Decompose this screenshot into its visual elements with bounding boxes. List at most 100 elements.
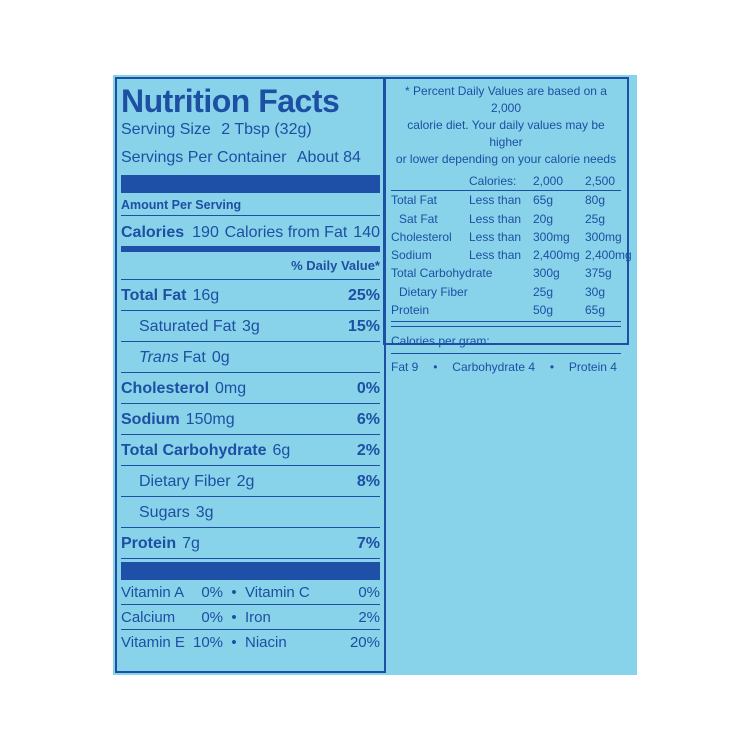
bullet: • <box>231 634 237 651</box>
thick-bar <box>121 562 380 580</box>
calories-label: Calories <box>121 224 185 241</box>
nutrient-name: Sugars <box>139 504 190 521</box>
vitamins: Vitamin A 0% • Vitamin C 0% Calcium 0% • Iron 2% V… <box>121 580 380 654</box>
nutrient-amount: 3g <box>241 318 260 335</box>
nutrient-name: Sodium <box>121 411 180 428</box>
per-gram-item: Protein 4 <box>568 360 617 375</box>
nutrient-dv: 2% <box>356 442 380 459</box>
nutrient-row: Saturated Fat 3g 15% <box>121 311 380 342</box>
nutrient: Total Carbohydrate 6g <box>121 435 290 465</box>
serving-label: Servings Per Container <box>121 149 287 166</box>
dv-row: Total Fat Less than 65g 80g <box>391 191 621 209</box>
dv-row: Total Carbohydrate 300g 375g <box>391 264 621 282</box>
spacer <box>469 283 533 301</box>
vitamin-name: Vitamin A <box>121 584 185 601</box>
nutrient-row: Sodium 150mg 6% <box>121 404 380 435</box>
bullet: • <box>433 360 438 375</box>
dv-row: Protein 50g 65g <box>391 301 621 319</box>
nutrient-row: Total Fat 16g 25% <box>121 280 380 311</box>
spacer <box>391 172 469 190</box>
nutrient-row: Dietary Fiber 2g 8% <box>121 466 380 497</box>
dv-row-c2: 375g <box>585 266 612 281</box>
dv-table-header: Calories: 2,000 2,500 <box>391 172 621 192</box>
vitamin-row: Vitamin E 10% • Niacin 20% <box>121 630 380 654</box>
vitamin-row: Calcium 0% • Iron 2% <box>121 605 380 630</box>
nutrient-name: Protein <box>121 535 177 552</box>
nutrient-amount: 0mg <box>215 380 247 397</box>
header-c2: 2,500 <box>585 174 616 188</box>
dv-row-c2: 30g <box>585 284 606 299</box>
footnote-line: or lower depending on your calorie needs <box>395 152 617 166</box>
medium-bar <box>121 246 380 252</box>
nutrient-row: Trans Fat 0g <box>121 342 380 373</box>
vitamin-dv: 10% <box>193 634 224 651</box>
nutrient-amount: 3g <box>195 504 214 521</box>
calories-fat: Calories from Fat 140 <box>225 220 380 246</box>
dv-row: Cholesterol Less than 300mg 300mg <box>391 228 622 246</box>
per-gram-item: Fat 9 <box>391 360 419 375</box>
daily-values-note: * Percent Daily Values are based on a 2,… <box>383 77 632 374</box>
dv-row-c2: 80g <box>585 193 606 208</box>
header-c1: 2,000 <box>533 174 564 188</box>
dv-row-name: Cholesterol <box>391 229 452 244</box>
serving-line: Servings Per Container About 84 <box>121 147 380 169</box>
calories-fat-label: Calories from Fat <box>224 224 348 241</box>
vitamin-dv: 0% <box>201 584 223 601</box>
nutrient-italic: Trans <box>139 349 179 366</box>
nutrient: Saturated Fat 3g <box>139 311 260 341</box>
nutrient-dv: 0% <box>356 380 380 397</box>
nutrient-amount: 7g <box>182 535 200 552</box>
thick-bar <box>121 175 380 193</box>
vitamin-dv: 0% <box>358 584 380 601</box>
bullet: • <box>549 360 555 375</box>
nutrient-name: Total Fat <box>121 287 187 304</box>
dv-row-c1: 300g <box>533 266 560 281</box>
nutrition-facts: Nutrition Facts Serving Size 2 Tbsp (32g)… <box>115 77 386 673</box>
vitamin-name: Vitamin C <box>245 584 310 601</box>
dv-row-qualifier: Less than <box>469 211 522 226</box>
title: Nutrition Facts <box>121 83 340 119</box>
nutrient-name: Total Carbohydrate <box>121 442 267 459</box>
nutrient-dv: 6% <box>356 411 380 428</box>
dv-row-c1: 20g <box>533 211 554 226</box>
dv-row-name: Sat Fat <box>399 211 438 226</box>
nutrient: Sodium 150mg <box>121 404 235 434</box>
serving-label: Serving Size <box>121 121 211 138</box>
nutrient-dv: 25% <box>347 287 380 304</box>
vitamin-name: Niacin <box>245 634 287 651</box>
nutrient: Cholesterol 0mg <box>121 373 246 403</box>
calories-fat-value: 140 <box>353 224 380 241</box>
dv-row-c1: 25g <box>533 284 554 299</box>
nutrient-row: Protein 7g 7% <box>121 528 380 559</box>
dv-row-c2: 2,400mg <box>585 248 632 263</box>
nutrient-amount: 150mg <box>185 411 235 428</box>
label-panel: Nutrition Facts Serving Size 2 Tbsp (32g)… <box>113 75 637 675</box>
vitamin-name: Calcium <box>121 609 176 626</box>
serving-value: 2 Tbsp (32g) <box>221 121 312 138</box>
spacer <box>469 264 533 282</box>
bullet: • <box>231 609 237 626</box>
nutrient-row: Total Carbohydrate 6g 2% <box>121 435 380 466</box>
nutrient: Protein 7g <box>121 528 200 558</box>
dv-row-name: Dietary Fiber <box>399 284 468 299</box>
nutrient-name: Saturated Fat <box>139 318 236 335</box>
vitamin-name: Iron <box>245 609 271 626</box>
dv-row-qualifier: Less than <box>469 193 522 208</box>
dv-row: Sat Fat Less than 20g 25g <box>391 210 621 228</box>
dv-row-name: Total Fat <box>391 193 438 208</box>
amount-per-serving: Amount Per Serving <box>121 193 380 216</box>
footnote-line: calorie diet. Your daily values may be h… <box>407 118 605 149</box>
vitamin-dv: 2% <box>358 609 380 626</box>
dv-row-c2: 65g <box>585 303 606 318</box>
dv-row-c1: 65g <box>533 193 554 208</box>
nutrient: Sugars 3g <box>139 497 214 527</box>
nutrient-row: Sugars 3g <box>121 497 380 528</box>
nutrient-dv: 15% <box>347 318 380 335</box>
dv-row-qualifier: Less than <box>469 248 522 263</box>
nutrient-amount: 16g <box>192 287 220 304</box>
nutrient: Dietary Fiber 2g <box>139 466 254 496</box>
nutrient-dv: 8% <box>356 473 380 490</box>
nutrient-amount: 0g <box>211 349 230 366</box>
dv-row-c1: 2,400mg <box>533 248 580 263</box>
